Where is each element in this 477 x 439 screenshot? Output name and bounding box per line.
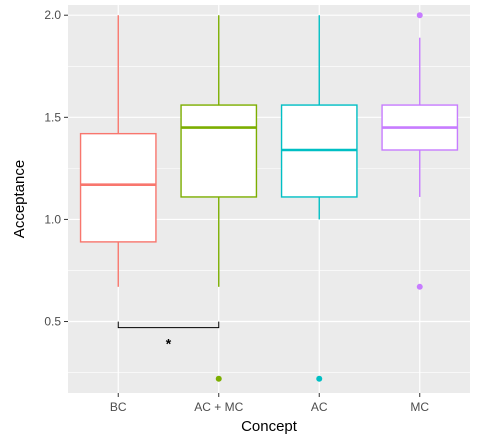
- box-mc: [381, 12, 459, 290]
- boxes: [79, 12, 459, 382]
- outlier-point: [416, 283, 423, 290]
- y-axis-title: Acceptance: [11, 160, 28, 238]
- y-tick-label: 1.0: [44, 212, 61, 226]
- box-rect: [79, 132, 157, 243]
- outlier-point: [416, 12, 423, 19]
- x-tick-label: AC + MC: [194, 400, 243, 414]
- box-ac: [280, 15, 358, 382]
- x-tick-label: MC: [410, 400, 429, 414]
- box-bc: [79, 15, 157, 287]
- significance-annotation: *: [117, 321, 220, 352]
- outlier-point: [215, 375, 222, 382]
- significance-label: *: [166, 336, 172, 352]
- x-tick-label: BC: [110, 400, 127, 414]
- x-axis-title: Concept: [241, 418, 298, 435]
- x-tick-label: AC: [311, 400, 328, 414]
- y-tick-label: 2.0: [44, 8, 61, 22]
- y-tick-label: 0.5: [44, 315, 61, 329]
- outlier-point: [316, 375, 323, 382]
- axis-ticks: 0.5 1.0 1.5 2.0 BC AC + MC AC MC: [44, 8, 429, 414]
- box-ac-mc: [180, 15, 258, 382]
- box-rect: [180, 104, 258, 198]
- y-tick-label: 1.5: [44, 110, 61, 124]
- significance-bracket: [117, 321, 220, 329]
